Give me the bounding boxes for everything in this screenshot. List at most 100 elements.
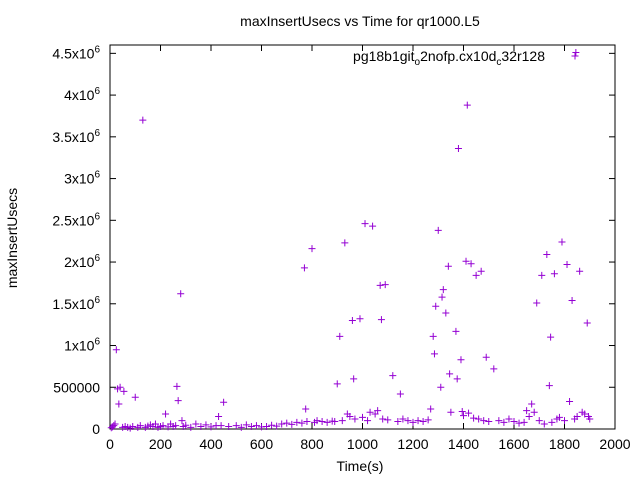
data-point	[438, 293, 446, 301]
data-point	[409, 418, 417, 426]
data-point	[116, 383, 124, 391]
y-tick-label-exponent: 6	[94, 44, 100, 55]
y-tick-label-exponent: 6	[94, 86, 100, 97]
data-point	[225, 422, 233, 430]
data-point	[302, 405, 310, 413]
data-point	[308, 245, 316, 253]
data-point	[323, 418, 331, 426]
axis-frame	[109, 44, 616, 430]
data-point	[477, 267, 485, 275]
data-point	[366, 408, 374, 416]
y-tick-label-exponent: 6	[94, 295, 100, 306]
y-axis-ticks: 05000001x1061.5x1062x1062.5x1063x1063.5x…	[52, 44, 615, 437]
data-point	[555, 413, 563, 421]
data-point	[586, 415, 594, 423]
y-tick-label-exponent: 6	[94, 337, 100, 348]
y-tick-label: 2x106	[64, 253, 100, 270]
y-tick-label-base: 2.5x10	[52, 212, 94, 228]
data-point	[434, 226, 442, 234]
data-point	[439, 286, 447, 294]
data-point	[547, 333, 555, 341]
data-point	[470, 414, 478, 422]
data-point	[543, 251, 551, 259]
data-point	[182, 421, 190, 429]
x-tick-label: 1800	[549, 436, 580, 452]
data-point	[298, 419, 306, 427]
y-tick-label-base: 3.5x10	[52, 129, 94, 145]
data-point	[293, 418, 301, 426]
data-point	[331, 417, 339, 425]
data-point	[550, 270, 558, 278]
data-point	[136, 422, 144, 430]
x-tick-label: 1600	[498, 436, 529, 452]
data-point	[359, 413, 366, 421]
data-point	[369, 222, 377, 230]
data-point	[457, 356, 465, 364]
data-point	[561, 417, 568, 425]
data-point	[424, 416, 432, 424]
data-point	[202, 421, 210, 429]
data-point	[485, 417, 493, 425]
data-point	[381, 281, 389, 289]
data-point	[467, 260, 475, 268]
data-point	[318, 417, 326, 425]
data-point	[237, 423, 245, 431]
y-tick-label: 500000	[53, 379, 100, 395]
data-point	[300, 264, 308, 272]
y-tick-label-base: 4.5x10	[52, 45, 94, 61]
data-point	[427, 405, 435, 413]
data-point	[444, 262, 452, 270]
data-point	[278, 420, 286, 428]
data-point	[374, 407, 382, 415]
data-point	[197, 422, 205, 430]
data-point	[346, 412, 354, 420]
data-point	[333, 380, 341, 388]
data-point	[583, 319, 591, 327]
data-point	[356, 315, 364, 323]
y-tick-label: 1x106	[64, 337, 100, 354]
y-tick-label-base: 0	[92, 421, 100, 437]
legend-text-part: pg18b1git	[353, 48, 415, 64]
y-tick-label-exponent: 6	[94, 170, 100, 181]
data-point	[480, 417, 488, 425]
data-point	[172, 422, 180, 430]
data-point	[394, 417, 402, 425]
data-point	[495, 417, 503, 425]
data-point	[460, 412, 467, 420]
data-point	[110, 422, 118, 430]
data-point	[162, 410, 170, 418]
data-point	[288, 420, 296, 428]
data-point	[232, 422, 240, 430]
data-point	[472, 271, 480, 279]
data-point	[268, 421, 276, 429]
data-point	[573, 412, 581, 420]
y-tick-label-exponent: 6	[94, 211, 100, 222]
x-tick-label: 1400	[448, 436, 479, 452]
data-point	[566, 397, 574, 405]
y-tick-label: 4x106	[64, 86, 100, 103]
data-point	[482, 353, 490, 361]
x-tick-label: 200	[149, 436, 173, 452]
y-tick-label-base: 1.5x10	[52, 296, 94, 312]
data-point	[429, 332, 437, 340]
data-point	[419, 417, 427, 425]
data-point	[220, 398, 228, 406]
x-tick-label: 0	[106, 436, 114, 452]
data-point	[399, 415, 407, 423]
data-point	[177, 290, 185, 298]
data-point	[396, 390, 404, 398]
data-point	[252, 422, 260, 430]
data-point	[458, 407, 466, 415]
data-point	[303, 417, 311, 425]
data-point	[336, 332, 344, 340]
data-point	[351, 415, 359, 423]
data-point	[404, 417, 412, 425]
data-point	[548, 418, 556, 426]
data-point	[432, 302, 440, 310]
data-point	[463, 101, 471, 109]
y-tick-label: 3.5x106	[52, 128, 100, 145]
data-point	[361, 220, 369, 228]
y-tick-label: 0	[92, 421, 100, 437]
data-point	[348, 316, 356, 324]
